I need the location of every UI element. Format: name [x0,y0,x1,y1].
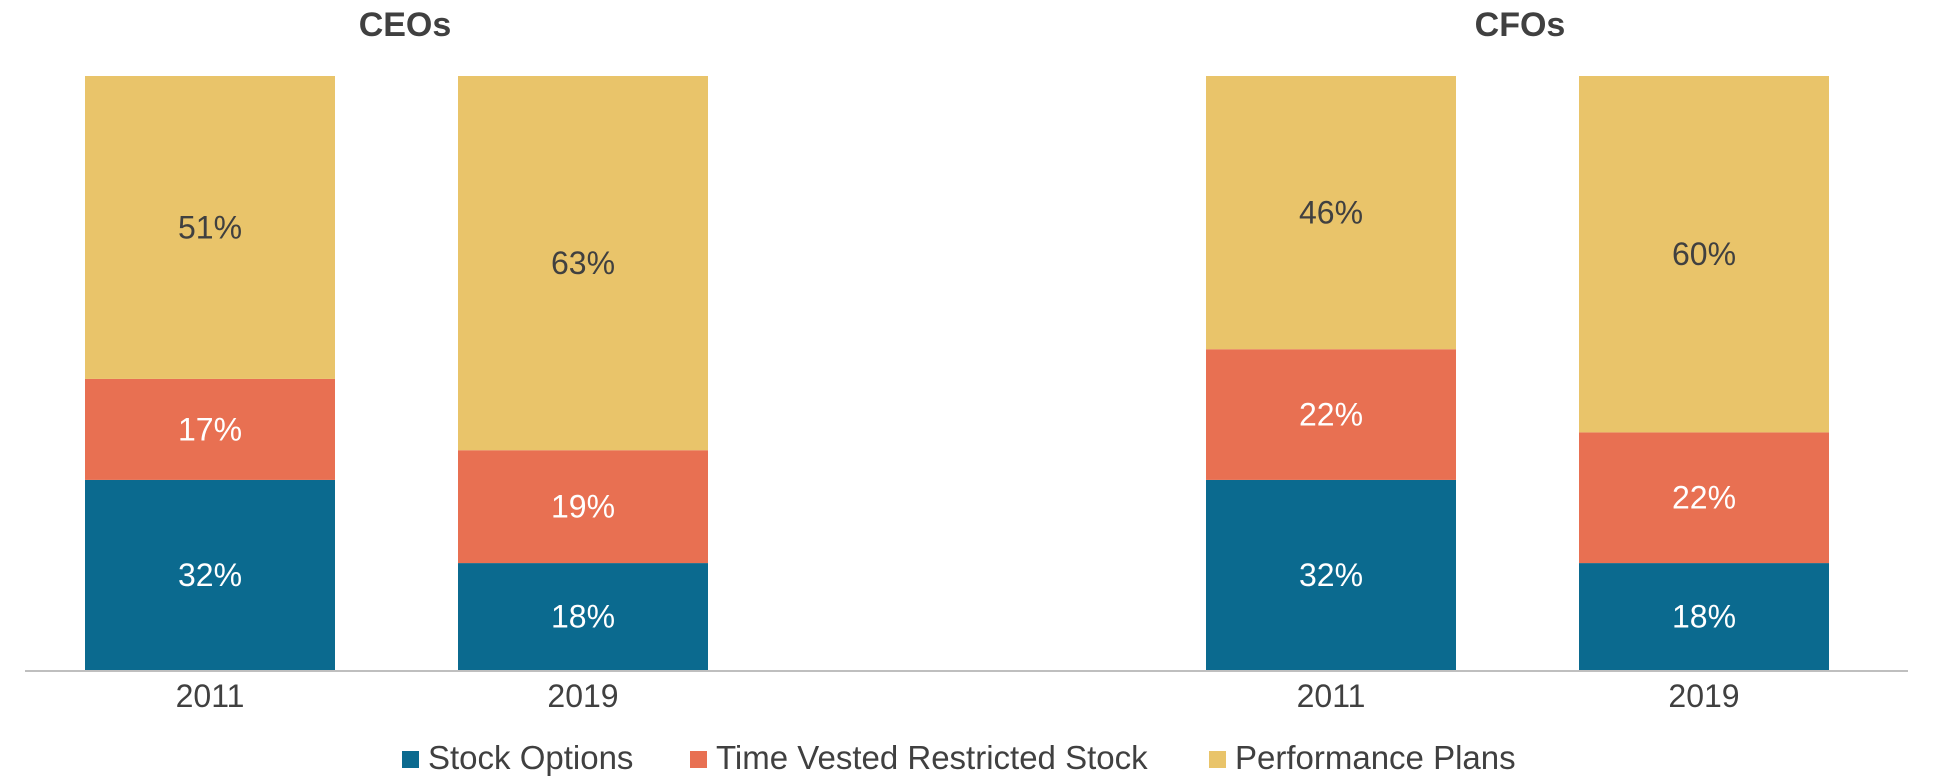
data-label-cfos-2011-time-vested-restricted-stock: 22% [1299,397,1363,433]
group-titles: CEOs CFOs [359,6,1566,44]
legend-swatch-performance-plans [1209,751,1226,768]
legend-label-stock-options: Stock Options [428,739,633,776]
legend-swatch-stock-options [402,751,419,768]
data-label-cfos-2019-time-vested-restricted-stock: 22% [1672,480,1736,516]
bar-segment-ceos-2019-time-vested-restricted-stock [458,450,708,564]
bar-segment-cfos-2011-performance-plans [1206,76,1456,350]
data-label-cfos-2011-performance-plans: 46% [1299,195,1363,231]
bar-segment-ceos-2019-stock-options [458,563,708,670]
bar-segment-ceos-2011-performance-plans [85,76,335,379]
legend: Stock Options Time Vested Restricted Stoc… [402,739,1516,776]
data-label-ceos-2019-performance-plans: 63% [551,245,615,281]
legend-swatch-time-vested-restricted-stock [690,751,707,768]
legend-label-performance-plans: Performance Plans [1235,739,1516,776]
data-labels: 32% 17% 51% 18% 19% 63% 32% 22% 46% 18% 22% 60% [178,195,1736,635]
legend-label-time-vested-restricted-stock: Time Vested Restricted Stock [716,739,1148,776]
data-label-cfos-2019-stock-options: 18% [1672,599,1736,635]
bar-segment-cfos-2019-performance-plans [1579,76,1829,433]
data-label-ceos-2019-stock-options: 18% [551,599,615,635]
bars [85,76,1829,670]
legend-item-time-vested-restricted-stock: Time Vested Restricted Stock [690,739,1148,776]
data-label-ceos-2011-performance-plans: 51% [178,209,242,245]
bar-segment-cfos-2011-stock-options [1206,479,1456,670]
data-label-ceos-2011-stock-options: 32% [178,557,242,593]
legend-item-stock-options: Stock Options [402,739,633,776]
x-tick-ceos-2011: 2011 [176,678,245,714]
data-label-cfos-2019-performance-plans: 60% [1672,236,1736,272]
x-tick-cfos-2011: 2011 [1297,678,1366,714]
x-tick-ceos-2019: 2019 [547,678,618,714]
bar-segment-ceos-2019-performance-plans [458,76,708,451]
x-tick-cfos-2019: 2019 [1668,678,1739,714]
bar-segment-ceos-2011-time-vested-restricted-stock [85,378,335,480]
bar-segment-cfos-2019-time-vested-restricted-stock [1579,432,1829,564]
data-label-ceos-2019-time-vested-restricted-stock: 19% [551,489,615,525]
data-label-cfos-2011-stock-options: 32% [1299,557,1363,593]
bar-segment-cfos-2019-stock-options [1579,563,1829,670]
data-label-ceos-2011-time-vested-restricted-stock: 17% [178,411,242,447]
group-title-cfos: CFOs [1475,6,1566,44]
legend-item-performance-plans: Performance Plans [1209,739,1516,776]
bar-segment-ceos-2011-stock-options [85,479,335,670]
x-tick-labels: 2011 2019 2011 2019 [176,678,1740,714]
bar-segment-cfos-2011-time-vested-restricted-stock [1206,349,1456,480]
group-title-ceos: CEOs [359,6,452,44]
